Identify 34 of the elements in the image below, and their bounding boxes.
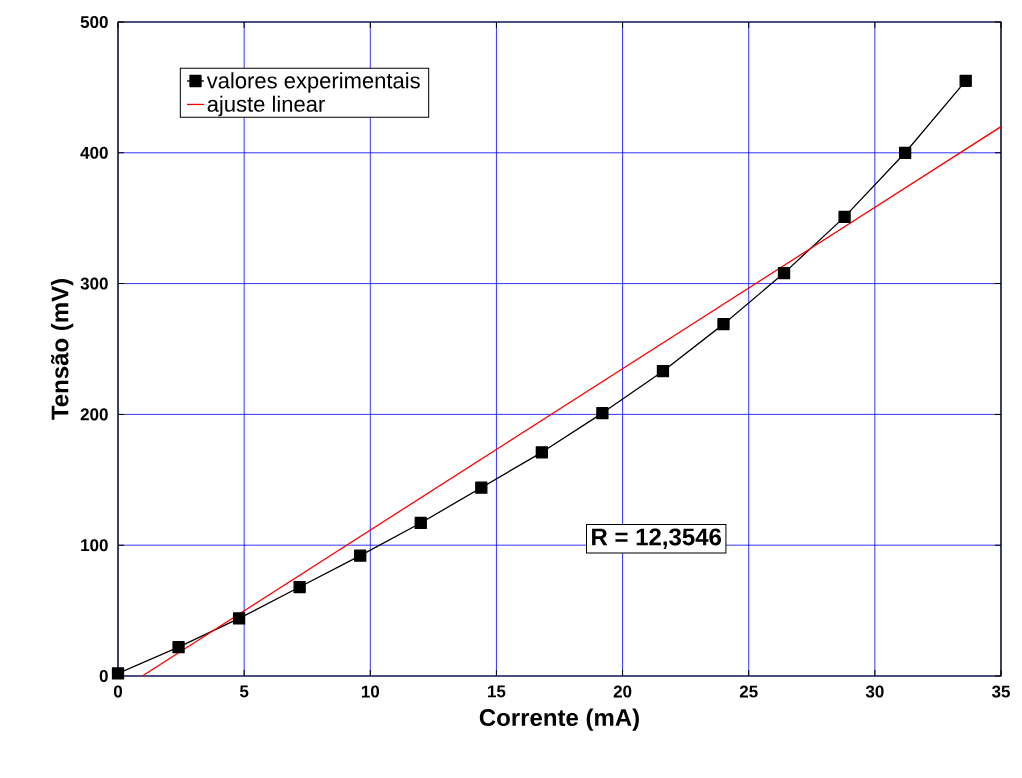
point <box>293 580 306 594</box>
x-tick-label: 15 <box>488 685 506 698</box>
point <box>777 266 791 280</box>
x-axis-title: Corrente (mA) <box>479 708 639 731</box>
point <box>475 481 488 494</box>
y-tick-label: 400 <box>80 146 108 159</box>
legend-label: ajuste linear <box>207 95 325 117</box>
y-tick-label: 500 <box>80 15 108 29</box>
legend-label: valores experimentais <box>206 72 420 93</box>
x-tick-label: 25 <box>739 685 758 698</box>
point <box>656 365 670 378</box>
point <box>717 317 730 331</box>
x-tick-label: 30 <box>865 685 884 698</box>
x-tick-label: 10 <box>361 685 380 698</box>
point <box>838 210 851 224</box>
point <box>232 612 246 625</box>
x-tick-label: 20 <box>613 685 632 698</box>
x-tick-label: 0 <box>113 685 123 698</box>
annotation: R = 12,3546 <box>592 528 722 549</box>
y-tick-label: 300 <box>80 277 108 290</box>
point <box>414 516 427 530</box>
y-axis-title: Tensão (mV) <box>50 279 74 420</box>
point <box>354 549 367 562</box>
point <box>172 641 185 654</box>
point <box>535 446 548 459</box>
x-tick-label: 35 <box>991 685 1010 698</box>
y-tick-label: 200 <box>80 408 108 421</box>
point <box>898 146 912 159</box>
y-tick-label: 100 <box>81 539 108 552</box>
point <box>596 406 609 420</box>
y-tick-label: 0 <box>99 669 108 683</box>
point <box>111 667 125 680</box>
point <box>959 74 972 87</box>
x-tick-label: 5 <box>239 685 249 698</box>
